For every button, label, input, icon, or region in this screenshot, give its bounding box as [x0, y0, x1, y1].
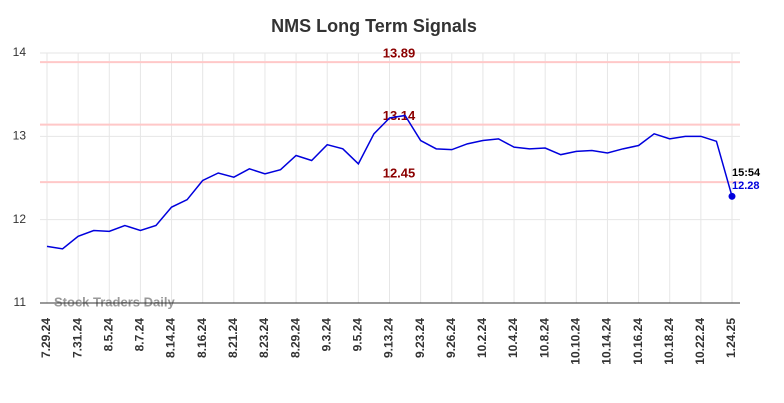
x-tick-label: 8.5.24 — [101, 318, 115, 352]
reference-label: 13.89 — [383, 46, 416, 61]
x-tick-label: 10.16.24 — [631, 318, 645, 365]
last-time: 15:54 — [732, 167, 761, 179]
x-tick-label: 8.7.24 — [133, 318, 147, 352]
x-tick-label: 10.18.24 — [662, 318, 676, 365]
y-tick-label: 14 — [13, 45, 27, 59]
x-tick-label: 8.16.24 — [195, 318, 209, 358]
x-tick-label: 10.22.24 — [693, 318, 707, 365]
x-tick-label: 8.23.24 — [257, 318, 271, 358]
x-tick-label: 8.21.24 — [226, 318, 240, 358]
x-tick-label: 9.3.24 — [319, 318, 333, 352]
line-series — [46, 114, 733, 250]
x-tick-label: 10.2.24 — [475, 318, 489, 358]
x-tick-label: 10.8.24 — [537, 318, 551, 358]
x-tick-label: 9.23.24 — [413, 318, 427, 358]
y-tick-label: 11 — [14, 295, 27, 309]
last-point — [728, 192, 736, 200]
x-tick-label: 1.24.25 — [724, 318, 738, 358]
x-tick-label: 10.4.24 — [506, 318, 520, 358]
x-tick-label: 9.5.24 — [351, 318, 365, 352]
last-value: 12.28 — [732, 180, 760, 192]
x-tick-label: 8.29.24 — [288, 318, 302, 358]
x-tick-label: 9.13.24 — [382, 318, 396, 358]
y-tick-label: 12 — [13, 212, 27, 226]
reference-label: 12.45 — [383, 166, 416, 181]
x-tick-label: 10.14.24 — [600, 318, 614, 365]
x-tick-label: 7.31.24 — [70, 318, 84, 358]
chart-title: NMS Long Term Signals — [271, 16, 477, 36]
x-tick-label: 7.29.24 — [39, 318, 53, 358]
x-tick-label: 8.14.24 — [164, 318, 178, 358]
y-tick-label: 13 — [13, 129, 27, 143]
x-tick-label: 10.10.24 — [568, 318, 582, 365]
watermark: Stock Traders Daily — [54, 294, 175, 309]
x-tick-label: 9.26.24 — [444, 318, 458, 358]
